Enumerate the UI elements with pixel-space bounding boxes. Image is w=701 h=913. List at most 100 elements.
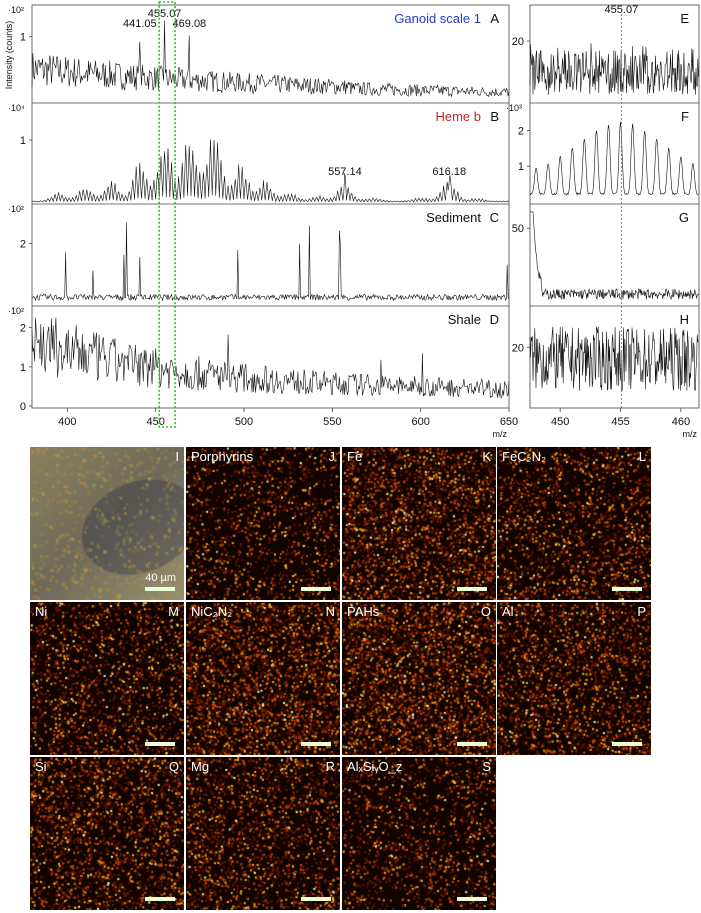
- panel-letter-C: C: [490, 210, 499, 225]
- image-label: FeC₂N₂: [502, 449, 547, 464]
- spectra-frame: [31, 4, 510, 409]
- y-tick-label: 2: [20, 323, 26, 335]
- image-label: Al: [502, 604, 514, 619]
- panel-letter-N: N: [325, 604, 335, 619]
- spectrum-B: [31, 139, 510, 203]
- sample-name-C: Sediment: [426, 210, 481, 225]
- image-texture: [30, 447, 184, 600]
- peak-label: 455.07: [148, 8, 182, 20]
- image-texture: [30, 757, 184, 910]
- y-tick-label: 2: [20, 238, 26, 250]
- x-tick-label: 450: [146, 416, 164, 428]
- ion-image-K: Fe K: [342, 447, 496, 600]
- spectrum-E: [529, 43, 699, 96]
- ion-image-M: Ni M: [30, 602, 184, 755]
- peak-label: 557.14: [328, 166, 362, 178]
- image-label: NiC₂N₂: [191, 604, 233, 619]
- image-texture: [342, 447, 496, 600]
- scale-bar: [612, 587, 642, 591]
- spectrum-D: [31, 317, 510, 399]
- panel-letter-M: M: [168, 604, 179, 619]
- image-label: Fe: [347, 449, 363, 464]
- x-tick-label: 600: [411, 416, 429, 428]
- image-texture: [497, 602, 651, 755]
- ion-image-R: Mg R: [186, 757, 340, 910]
- scale-bar: [145, 587, 175, 591]
- panel-letter-R: R: [325, 759, 335, 774]
- panel-letter-P: P: [637, 604, 646, 619]
- ion-image-O: PAHs O: [342, 602, 496, 755]
- panel-letter-J: J: [328, 449, 336, 464]
- scale-bar: [457, 897, 487, 901]
- panel-letter-D: D: [490, 312, 499, 327]
- image-label: Ni: [35, 604, 48, 619]
- image-texture: [186, 757, 340, 910]
- x-tick-label: 550: [323, 416, 341, 428]
- y-axis-label: Intensity (counts): [4, 21, 14, 90]
- y-multiplier: ·10²: [8, 5, 24, 15]
- x-axis-label: m/z: [683, 429, 698, 439]
- panel-letter-A: A: [490, 11, 499, 26]
- ion-image-S: AlₓSiᵧO_z S: [342, 757, 496, 910]
- ion-image-N: NiC₂N₂ N: [186, 602, 340, 755]
- scale-bar: [457, 742, 487, 746]
- x-tick-label: 450: [551, 416, 569, 428]
- panel-letter-K: K: [482, 449, 491, 464]
- image-texture: [30, 602, 184, 755]
- scale-bar: [301, 587, 331, 591]
- y-tick-label: 1: [20, 135, 26, 147]
- image-texture: [186, 602, 340, 755]
- y-tick-label: 1: [20, 362, 26, 374]
- image-texture: [186, 447, 340, 600]
- peak-label: 441.05: [123, 18, 157, 30]
- x-tick-label: 400: [58, 416, 76, 428]
- scale-bar: [301, 897, 331, 901]
- panel-letter-F: F: [681, 109, 689, 124]
- x-tick-label: 650: [500, 416, 518, 428]
- y-tick-label: 1: [20, 32, 26, 44]
- scale-bar: [145, 897, 175, 901]
- spectrum-C: [31, 222, 510, 302]
- y-tick-label: 20: [512, 342, 524, 354]
- y-tick-label: 1: [518, 161, 524, 173]
- y-tick-label: 50: [512, 223, 524, 235]
- panel-letter-Q: Q: [168, 759, 179, 774]
- image-texture: [342, 757, 496, 910]
- image-label: Porphyrins: [191, 449, 254, 464]
- peak-label: 455.07: [605, 4, 639, 16]
- y-multiplier: ·10⁴: [8, 103, 25, 113]
- peak-label: 616.18: [432, 166, 466, 178]
- y-multiplier: ·10³: [506, 103, 522, 113]
- peak-label: 469.08: [173, 18, 207, 30]
- image-texture: [497, 447, 651, 600]
- sample-name-B: Heme b: [435, 109, 481, 124]
- image-label: Si: [35, 759, 47, 774]
- y-tick-label: 0: [20, 401, 26, 413]
- image-texture: [342, 602, 496, 755]
- y-tick-label: 2: [518, 125, 524, 137]
- spectrum-F: [529, 121, 699, 196]
- panel-letter-O: O: [480, 604, 491, 619]
- panel-letter-H: H: [680, 312, 689, 327]
- x-tick-label: 500: [235, 416, 253, 428]
- ion-image-P: Al P: [497, 602, 651, 755]
- image-label: Mg: [191, 759, 210, 774]
- y-multiplier: ·10²: [8, 204, 24, 214]
- highlight-box: [158, 1, 176, 428]
- spectrum-A: [31, 20, 510, 98]
- scale-bar: [457, 587, 487, 591]
- image-label: PAHs: [347, 604, 380, 619]
- panel-letter-S: S: [482, 759, 491, 774]
- spectrum-G: [530, 211, 699, 301]
- y-tick-label: 20: [512, 36, 524, 48]
- sample-name-A: Ganoid scale 1: [394, 11, 481, 26]
- panel-letter-E: E: [680, 11, 689, 26]
- scale-bar-label: 40 µm: [145, 572, 176, 584]
- scale-bar: [612, 742, 642, 746]
- scale-bar: [145, 742, 175, 746]
- panel-letter-B: B: [490, 109, 499, 124]
- zoom-frame: [529, 4, 700, 409]
- image-label: AlₓSiᵧO_z: [347, 759, 403, 774]
- panel-letter-I: I: [175, 449, 179, 464]
